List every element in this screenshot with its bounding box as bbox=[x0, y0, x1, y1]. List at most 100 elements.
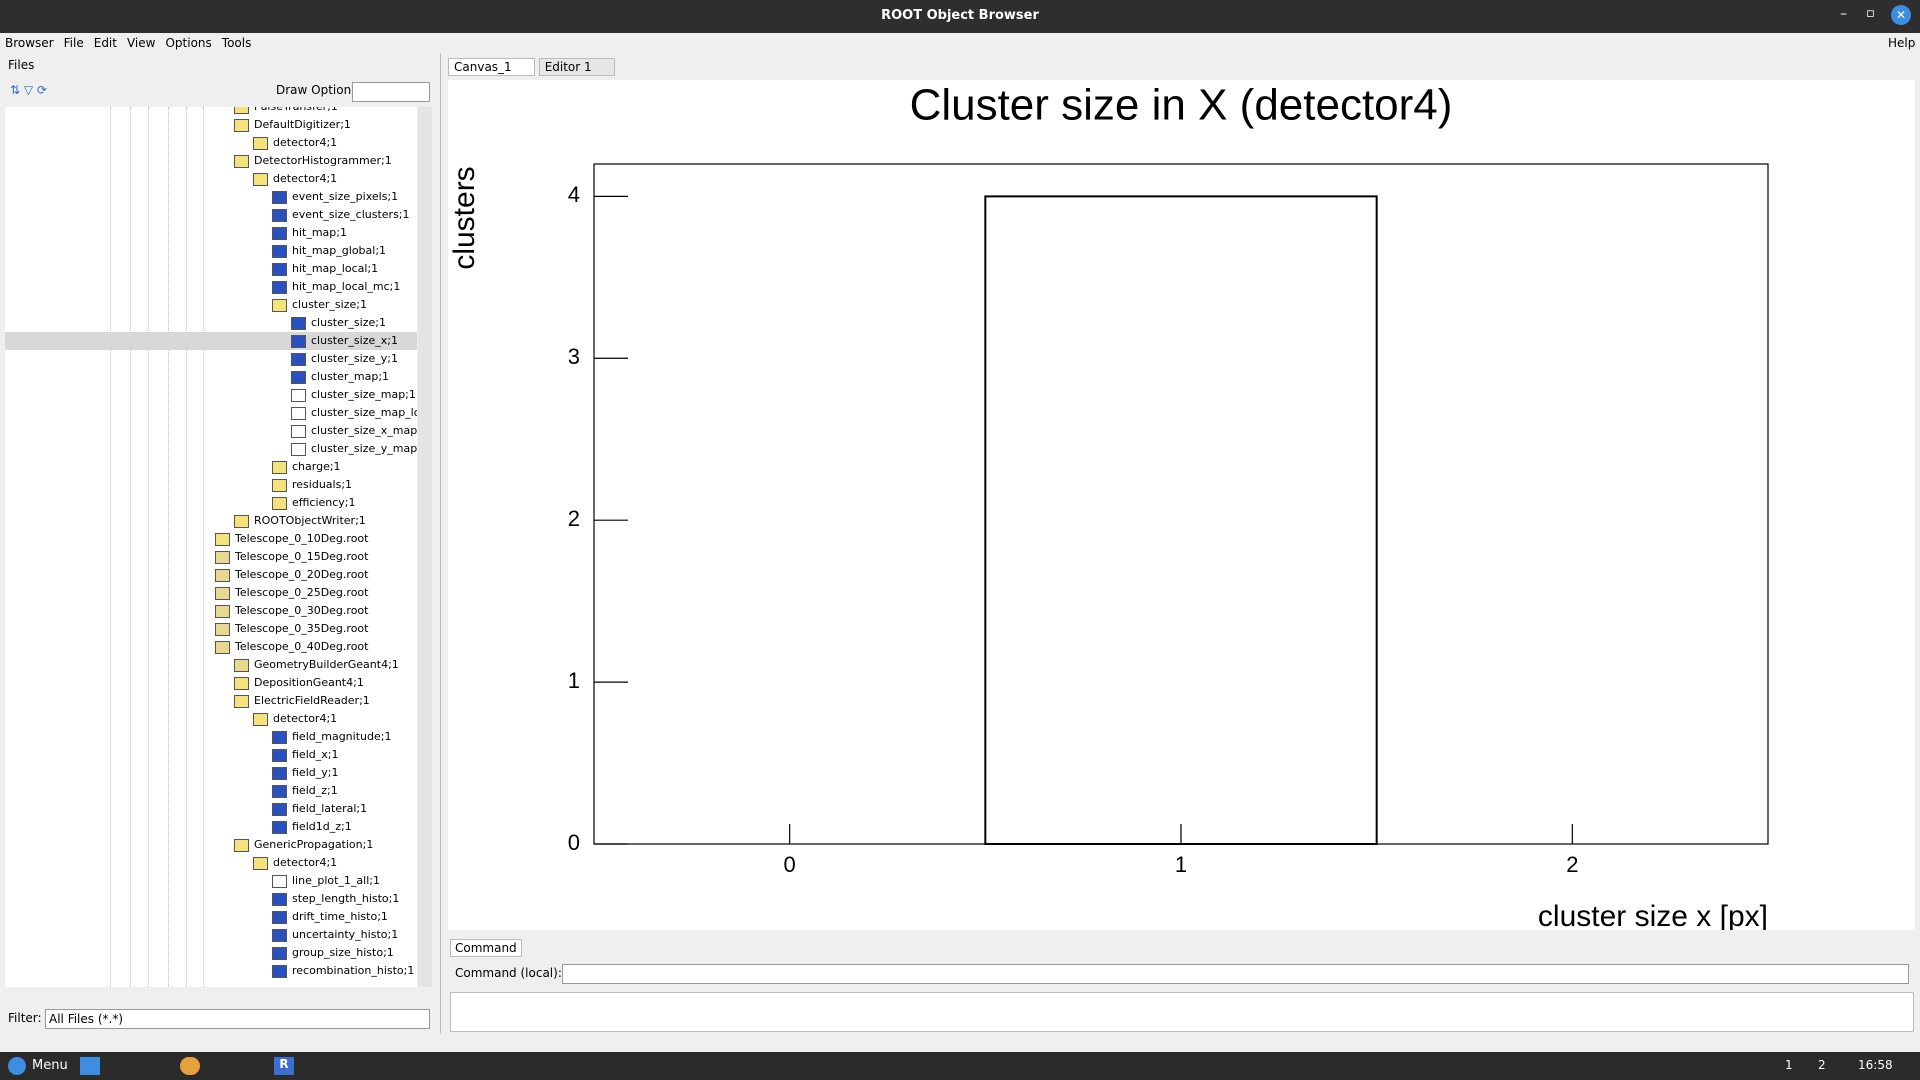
tree-icon bbox=[272, 263, 287, 276]
tree-row[interactable]: cluster_size_map;1 bbox=[5, 386, 417, 404]
tree-row[interactable]: field_y;1 bbox=[5, 764, 417, 782]
tree-row[interactable]: Telescope_0_10Deg.root bbox=[5, 530, 417, 548]
tree-row[interactable]: Telescope_0_25Deg.root bbox=[5, 584, 417, 602]
tree-row[interactable]: ROOTObjectWriter;1 bbox=[5, 512, 417, 530]
tree-label: ROOTObjectWriter;1 bbox=[254, 514, 366, 527]
maximize[interactable]: ▫ bbox=[1866, 6, 1875, 21]
tree-row[interactable]: DetectorHistogrammer;1 bbox=[5, 152, 417, 170]
tree-label: field_y;1 bbox=[292, 766, 339, 779]
tree-row[interactable]: group_size_histo;1 bbox=[5, 944, 417, 962]
tree-row[interactable]: field_x;1 bbox=[5, 746, 417, 764]
menu-item[interactable]: Edit bbox=[93, 36, 117, 50]
toolbar-icons[interactable]: ⇅ ▽ ⟳ bbox=[10, 83, 47, 97]
menu-item[interactable]: Options bbox=[165, 36, 212, 50]
tree-icon bbox=[234, 119, 249, 132]
tree-label: field_lateral;1 bbox=[292, 802, 368, 815]
tree-row[interactable]: Telescope_0_30Deg.root bbox=[5, 602, 417, 620]
tree-icon bbox=[234, 695, 249, 708]
tree-row[interactable]: efficiency;1 bbox=[5, 494, 417, 512]
app-icon[interactable]: R bbox=[274, 1057, 294, 1075]
tree-label: field_x;1 bbox=[292, 748, 339, 761]
tree-label: field_magnitude;1 bbox=[292, 730, 392, 743]
tree-icon bbox=[291, 389, 306, 402]
tree-row[interactable]: cluster_size_x_map;1 bbox=[5, 422, 417, 440]
command-input[interactable] bbox=[562, 964, 1909, 984]
tab[interactable]: Canvas_1 bbox=[448, 58, 535, 76]
tree-row[interactable]: field_lateral;1 bbox=[5, 800, 417, 818]
menu-item[interactable]: Help bbox=[1888, 36, 1916, 50]
tree-row[interactable]: hit_map;1 bbox=[5, 224, 417, 242]
app-icon[interactable] bbox=[80, 1057, 100, 1075]
tree-row[interactable]: Telescope_0_40Deg.root bbox=[5, 638, 417, 656]
tree-icon bbox=[253, 713, 268, 726]
tree-row[interactable]: hit_map_global;1 bbox=[5, 242, 417, 260]
tree-row[interactable]: cluster_size;1 bbox=[5, 314, 417, 332]
menu-item[interactable]: Browser bbox=[5, 36, 54, 50]
tree-row[interactable]: charge;1 bbox=[5, 458, 417, 476]
menu-item[interactable]: View bbox=[126, 36, 156, 50]
tree-row[interactable]: event_size_pixels;1 bbox=[5, 188, 417, 206]
tree-row[interactable]: cluster_map;1 bbox=[5, 368, 417, 386]
tab[interactable]: Command bbox=[450, 939, 522, 957]
tree-row[interactable]: GeometryBuilderGeant4;1 bbox=[5, 656, 417, 674]
tree-icon bbox=[291, 335, 306, 348]
tree-row[interactable]: PulseTransfer;1 bbox=[5, 107, 417, 116]
minimize[interactable]: – bbox=[1840, 6, 1847, 22]
tree-row[interactable]: detector4;1 bbox=[5, 854, 417, 872]
tree-label: field_z;1 bbox=[292, 784, 338, 797]
tree-row[interactable]: residuals;1 bbox=[5, 476, 417, 494]
tree-row[interactable]: field_z;1 bbox=[5, 782, 417, 800]
tree-row[interactable]: field_magnitude;1 bbox=[5, 728, 417, 746]
tree-row[interactable]: cluster_size_map_local bbox=[5, 404, 417, 422]
tree-icon bbox=[234, 515, 249, 528]
tree-icon bbox=[234, 155, 249, 168]
tree-icon bbox=[234, 839, 249, 852]
tree-guide bbox=[110, 107, 112, 987]
tab[interactable]: Editor 1 bbox=[538, 58, 615, 76]
y-tick-label: 1 bbox=[568, 668, 580, 693]
tree-row[interactable]: hit_map_local;1 bbox=[5, 260, 417, 278]
tree-icon bbox=[253, 857, 268, 870]
tree-row[interactable]: cluster_size_y;1 bbox=[5, 350, 417, 368]
close[interactable]: ✕ bbox=[1891, 5, 1911, 25]
tree-row[interactable]: DefaultDigitizer;1 bbox=[5, 116, 417, 134]
filter-select[interactable]: All Files (*.*) bbox=[45, 1009, 430, 1029]
tree-row[interactable]: cluster_size;1 bbox=[5, 296, 417, 314]
tree-row[interactable]: hit_map_local_mc;1 bbox=[5, 278, 417, 296]
tree-row[interactable]: Telescope_0_35Deg.root bbox=[5, 620, 417, 638]
tree-row[interactable]: event_size_clusters;1 bbox=[5, 206, 417, 224]
tree-label: cluster_size;1 bbox=[311, 316, 386, 329]
tab[interactable]: Files bbox=[8, 58, 35, 72]
tree-row[interactable]: Telescope_0_20Deg.root bbox=[5, 566, 417, 584]
tree-row[interactable]: uncertainty_histo;1 bbox=[5, 926, 417, 944]
y-tick-label: 0 bbox=[568, 830, 580, 855]
tree-row[interactable]: GenericPropagation;1 bbox=[5, 836, 417, 854]
scrollbar[interactable] bbox=[418, 107, 432, 987]
tree-row[interactable]: field1d_z;1 bbox=[5, 818, 417, 836]
menu-item[interactable]: File bbox=[63, 36, 84, 50]
tree-row[interactable]: ElectricFieldReader;1 bbox=[5, 692, 417, 710]
tree-row[interactable]: cluster_size_x;1 bbox=[5, 332, 417, 350]
left-panel: Files ⇅ ▽ ⟳ Draw Option: bbox=[0, 53, 441, 1033]
tree-label: cluster_size_x;1 bbox=[311, 334, 398, 347]
menu-icon[interactable] bbox=[8, 1057, 26, 1075]
tree-icon bbox=[272, 209, 287, 222]
menu-item[interactable]: Tools bbox=[221, 36, 252, 50]
tree-row[interactable]: step_length_histo;1 bbox=[5, 890, 417, 908]
menu-button[interactable]: Menu bbox=[32, 1058, 68, 1073]
tree-row[interactable]: drift_time_histo;1 bbox=[5, 908, 417, 926]
tree-row[interactable]: DepositionGeant4;1 bbox=[5, 674, 417, 692]
tree-label: Telescope_0_15Deg.root bbox=[235, 550, 369, 563]
tree-row[interactable]: line_plot_1_all;1 bbox=[5, 872, 417, 890]
tree-icon bbox=[272, 245, 287, 258]
app-icon[interactable] bbox=[180, 1057, 200, 1075]
tree-row[interactable]: detector4;1 bbox=[5, 134, 417, 152]
tree-row[interactable]: detector4;1 bbox=[5, 710, 417, 728]
tree-label: cluster_size_map;1 bbox=[311, 388, 416, 401]
tree-row[interactable]: recombination_histo;1 bbox=[5, 962, 417, 980]
tree-label: hit_map_local;1 bbox=[292, 262, 379, 275]
draw-option-input[interactable] bbox=[352, 82, 430, 102]
tree-row[interactable]: detector4;1 bbox=[5, 170, 417, 188]
tree-row[interactable]: Telescope_0_15Deg.root bbox=[5, 548, 417, 566]
tree-row[interactable]: cluster_size_y_map;1 bbox=[5, 440, 417, 458]
